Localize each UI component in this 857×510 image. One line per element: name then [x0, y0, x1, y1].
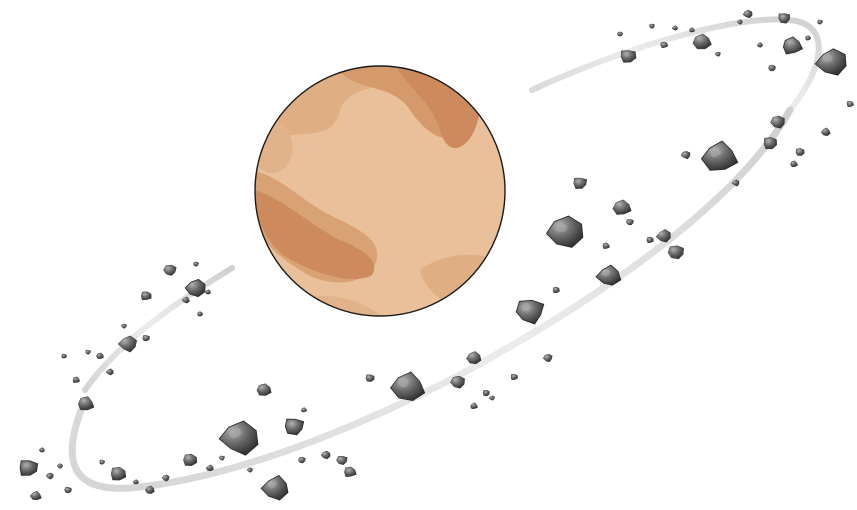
asteroid-rock	[763, 137, 777, 150]
asteroid-rock	[680, 151, 691, 160]
asteroid-rock	[542, 353, 553, 363]
asteroid-rock	[700, 140, 739, 171]
asteroid-rock	[85, 349, 91, 355]
asteroid-highlight	[397, 378, 409, 388]
asteroid-rock	[602, 242, 610, 250]
asteroid-rock	[756, 42, 763, 48]
asteroid-rock	[64, 487, 72, 494]
asteroid-rock	[132, 479, 139, 485]
asteroid-rock	[29, 490, 42, 501]
asteroid-rock	[671, 25, 679, 31]
asteroid-rock	[38, 447, 45, 453]
asteroid-highlight	[267, 480, 278, 489]
asteroid-rock	[336, 455, 348, 466]
asteroid-rock	[655, 229, 671, 243]
asteroid-rock	[260, 475, 289, 501]
asteroid-rock	[573, 177, 588, 189]
asteroid-rock	[482, 389, 490, 397]
asteroid-rock	[204, 289, 211, 295]
asteroid-rock	[246, 467, 253, 473]
asteroid-rock	[790, 160, 798, 167]
asteroid-highlight	[520, 302, 531, 312]
asteroid-rock	[56, 463, 63, 469]
asteroid-rock	[470, 402, 478, 409]
asteroid-rock	[846, 101, 854, 108]
asteroid-rock	[99, 459, 105, 465]
asteroid-rock	[163, 264, 177, 276]
asteroid-rock	[820, 127, 831, 136]
asteroid-rock	[142, 335, 150, 342]
asteroid-rock	[197, 311, 203, 317]
asteroid-rock	[450, 375, 465, 389]
asteroid-rock	[667, 245, 684, 260]
asteroid-highlight	[822, 53, 833, 62]
asteroid-rock	[205, 464, 214, 472]
asteroid-rock	[552, 286, 560, 294]
asteroid-rock	[61, 353, 67, 359]
asteroid-rock	[344, 466, 357, 478]
asteroid-rock	[77, 396, 95, 411]
asteroid-rock	[770, 115, 785, 129]
asteroid-highlight	[228, 427, 242, 439]
asteroid-rock	[805, 35, 811, 41]
asteroid-rock	[298, 456, 306, 464]
asteroid-rock	[626, 219, 634, 226]
asteroid-rock	[96, 352, 104, 360]
asteroid-rock	[736, 19, 743, 25]
asteroid-rock	[45, 472, 54, 480]
asteroid-rock	[649, 23, 655, 29]
asteroid-rock	[545, 215, 584, 248]
asteroid-field	[19, 9, 854, 501]
asteroid-rock	[117, 335, 138, 353]
asteroid-rock	[817, 19, 824, 25]
asteroid-rock	[646, 236, 654, 244]
asteroid-rock	[515, 299, 545, 325]
asteroid-rock	[814, 48, 847, 76]
asteroid-rock	[193, 261, 199, 267]
asteroid-rock	[466, 351, 482, 365]
asteroid-highlight	[601, 269, 610, 277]
asteroid-rock	[256, 383, 272, 396]
asteroid-rock	[488, 395, 495, 401]
asteroid-rock	[620, 50, 637, 63]
asteroid-rock	[284, 418, 305, 436]
asteroid-rock	[617, 31, 623, 37]
asteroid-rock	[660, 41, 669, 49]
asteroid-rock	[365, 374, 375, 382]
asteroid-rock	[184, 278, 206, 298]
asteroid-rock	[782, 36, 804, 55]
asteroid-rock	[795, 148, 805, 156]
asteroid-rock	[390, 371, 426, 402]
asteroid-rock	[300, 407, 307, 413]
asteroid-highlight	[554, 221, 568, 232]
asteroid-rock	[612, 199, 632, 215]
asteroid-rock	[145, 485, 155, 494]
asteroid-highlight	[709, 147, 722, 158]
asteroid-rock	[218, 420, 259, 456]
ring-front	[68, 106, 794, 492]
asteroid-rock	[595, 264, 622, 286]
asteroid-rock	[731, 179, 740, 187]
planet	[254, 65, 506, 317]
asteroid-rock	[140, 291, 152, 301]
asteroid-rock	[120, 323, 127, 329]
asteroid-rock	[689, 27, 695, 33]
asteroid-rock	[692, 33, 712, 50]
asteroid-rock	[510, 374, 518, 381]
asteroid-rock	[183, 453, 198, 466]
asteroid-rock	[714, 51, 721, 57]
asteroid-rock	[161, 474, 170, 482]
asteroid-rock	[72, 376, 80, 383]
asteroid-rock	[110, 466, 127, 481]
asteroid-rock	[742, 9, 753, 19]
asteroid-rock	[768, 64, 776, 72]
asteroid-rock	[218, 455, 225, 461]
asteroid-rock	[105, 368, 114, 376]
asteroid-rock	[19, 460, 39, 476]
asteroid-rock	[320, 450, 331, 460]
asteroid-rock	[181, 296, 190, 304]
asteroid-rock	[778, 13, 791, 24]
